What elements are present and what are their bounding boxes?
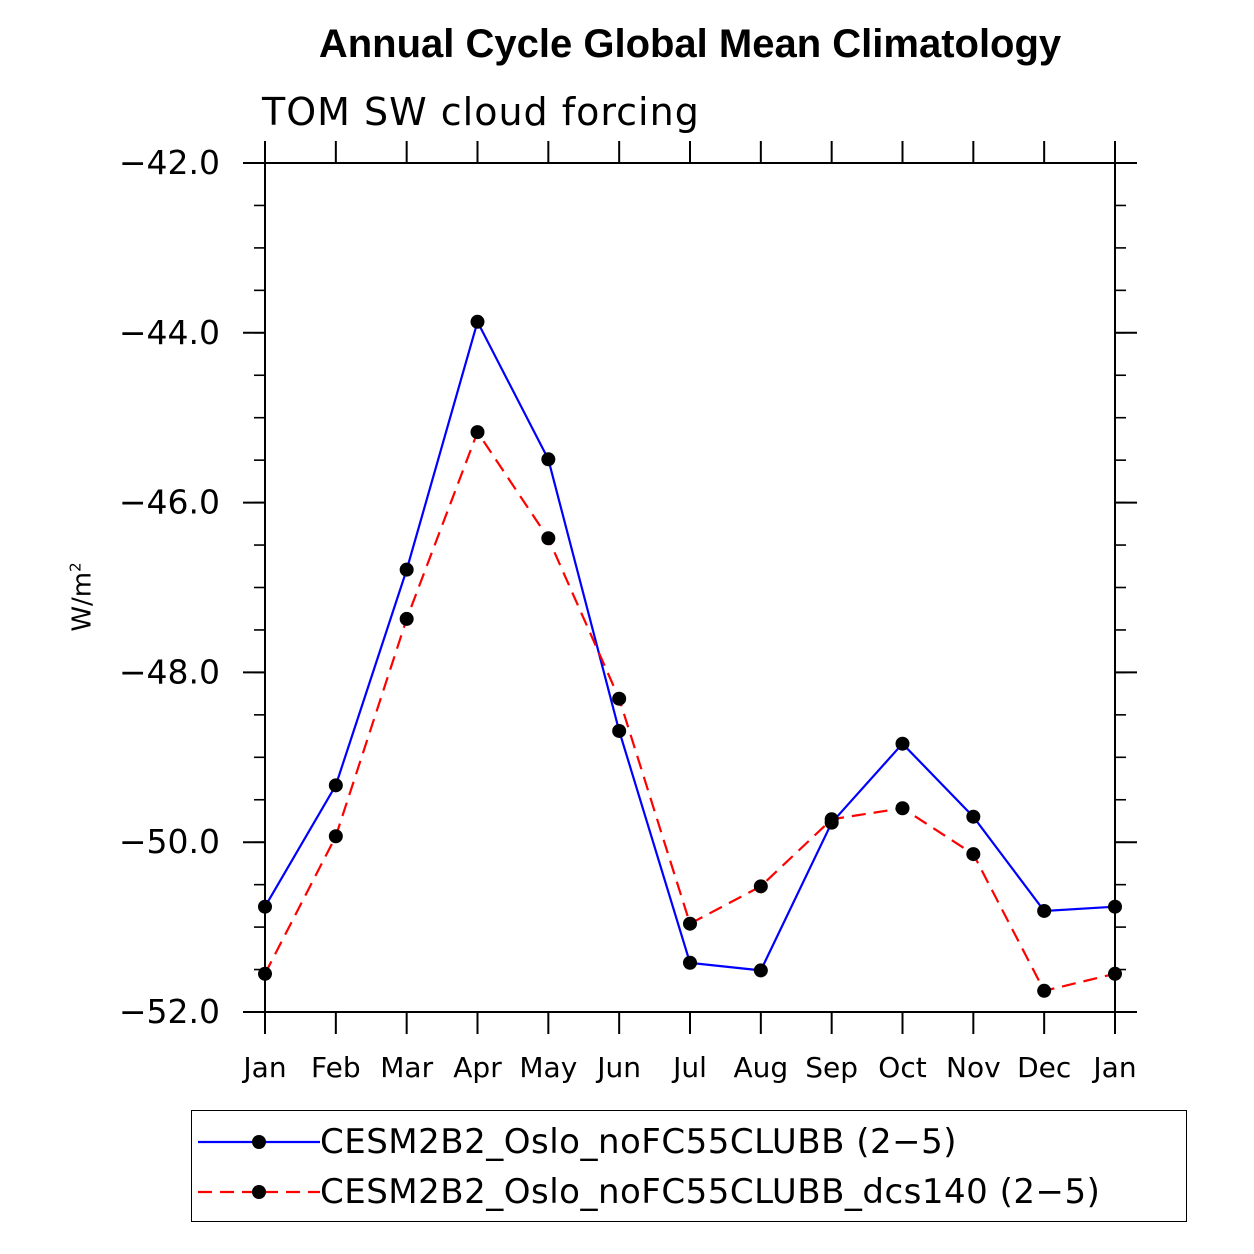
x-tick-label: Nov [946,1051,1001,1084]
data-point-series-1 [895,736,910,751]
x-tick-label: Jan [241,1051,286,1084]
data-point-series-2 [895,801,910,816]
x-tick-label: Jun [595,1051,641,1084]
y-tick-label: −48.0 [119,652,220,691]
x-tick-label: Jul [671,1051,707,1084]
legend-swatch-1 [198,1135,320,1149]
data-point-series-2 [612,691,627,706]
x-tick-label: Sep [805,1051,858,1084]
y-tick-label: −50.0 [119,822,220,861]
data-point-series-2 [1037,983,1052,998]
y-tick-label: −44.0 [119,313,220,352]
data-point-series-2 [966,847,981,862]
plot-frame [264,162,1116,1013]
x-tick-label: Oct [878,1051,926,1084]
data-point-series-2 [258,966,272,981]
x-tick-label: Mar [380,1051,433,1084]
data-point-series-2 [824,812,839,827]
legend-item-1: CESM2B2_Oslo_noFC55CLUBB (2−5) [192,1117,957,1167]
y-tick-label: −46.0 [119,483,220,522]
data-point-series-1 [612,723,627,738]
data-point-series-2 [683,916,697,931]
x-tick-label: Jan [1091,1051,1136,1084]
data-point-series-2 [399,611,414,626]
legend-item-2: CESM2B2_Oslo_noFC55CLUBB_dcs140 (2−5) [192,1167,1100,1217]
ticks: Jan Feb Mar Apr May Jun Jul Aug Sep Oct Nov Dec Jan−… [119,141,1137,1084]
data-point-series-1 [258,899,272,914]
data-point-series-2 [328,829,343,844]
x-tick-label: May [519,1051,577,1084]
data-point-series-1 [1037,903,1052,918]
data-point-series-2 [1108,966,1122,981]
series-points [258,314,1122,998]
data-point-series-1 [328,778,343,793]
x-tick-label: Aug [733,1051,788,1084]
y-tick-label: −52.0 [119,992,220,1031]
data-point-series-1 [753,963,768,978]
data-point-series-2 [541,531,556,546]
chart-subtitle: TOM SW cloud forcing [262,90,700,134]
data-point-series-2 [470,425,485,440]
data-point-series-1 [966,809,981,824]
x-tick-label: Feb [311,1051,361,1084]
data-point-series-2 [753,879,768,894]
series-lines [264,318,1116,993]
data-point-series-1 [1108,899,1122,914]
legend-label-2: CESM2B2_Oslo_noFC55CLUBB_dcs140 (2−5) [320,1172,1101,1212]
y-tick-label: −42.0 [119,143,220,182]
x-tick-label: Dec [1017,1051,1071,1084]
chart-title: Annual Cycle Global Mean Climatology [318,22,1062,66]
data-point-series-1 [399,562,414,577]
legend-label-1: CESM2B2_Oslo_noFC55CLUBB (2−5) [320,1122,957,1162]
data-point-series-1 [541,452,556,467]
data-point-series-1 [470,314,485,329]
legend: CESM2B2_Oslo_noFC55CLUBB (2−5) CESM2B2_O… [191,1110,1187,1222]
data-point-series-1 [683,955,697,970]
legend-swatch-2 [198,1185,320,1199]
x-tick-label: Apr [453,1051,502,1084]
series-line-1 [264,318,1116,972]
series-line-2 [264,429,1116,993]
